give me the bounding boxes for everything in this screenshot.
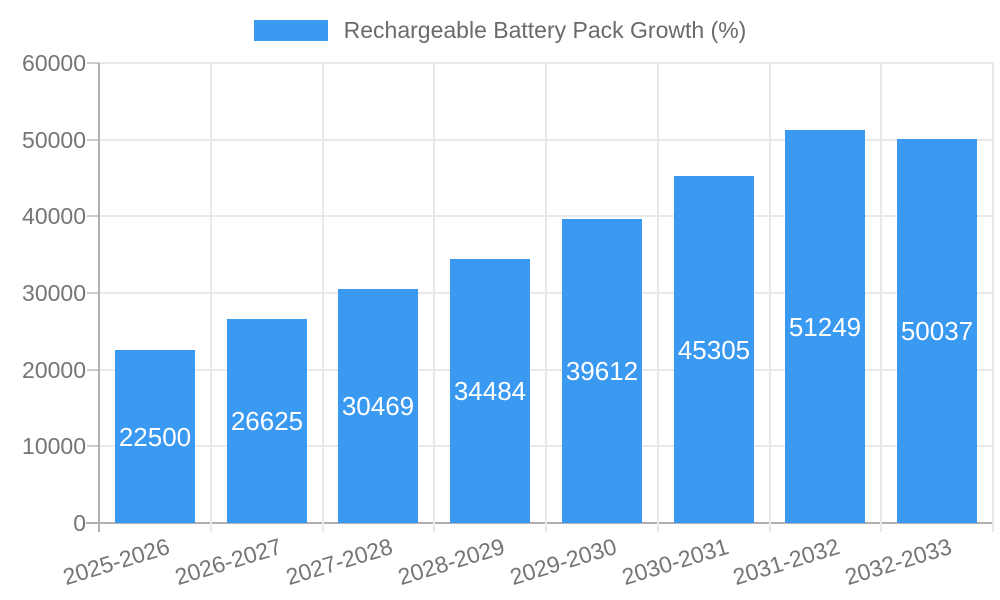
bar-value-label: 34484	[453, 376, 527, 406]
bar-2028-2029[interactable]	[450, 259, 530, 523]
y-tick	[87, 369, 99, 371]
category-gridline	[880, 63, 882, 532]
y-axis-label: 0	[73, 510, 86, 536]
y-axis-line	[98, 63, 100, 532]
category-gridline	[545, 63, 547, 532]
x-axis-line	[86, 522, 993, 524]
y-axis-label: 40000	[22, 203, 86, 229]
y-tick	[87, 215, 99, 217]
y-tick	[87, 139, 99, 141]
category-gridline	[992, 63, 994, 532]
bar-value-label: 51249	[788, 312, 862, 342]
legend-label: Rechargeable Battery Pack Growth (%)	[343, 16, 747, 43]
bar-2029-2030[interactable]	[562, 219, 642, 523]
bar-value-label: 50037	[900, 316, 974, 346]
y-axis-label: 60000	[22, 50, 86, 76]
y-axis-label: 10000	[22, 433, 86, 459]
bar-value-label: 22500	[118, 422, 192, 452]
bar-2027-2028[interactable]	[338, 289, 418, 523]
y-axis-label: 50000	[22, 127, 86, 153]
category-gridline	[433, 63, 435, 532]
category-gridline	[657, 63, 659, 532]
category-gridline	[210, 63, 212, 532]
y-tick	[87, 292, 99, 294]
bar-2031-2032[interactable]	[785, 130, 865, 523]
category-gridline	[322, 63, 324, 532]
legend: Rechargeable Battery Pack Growth (%)	[0, 13, 1000, 47]
bar-2026-2027[interactable]	[227, 319, 307, 523]
bar-value-label: 45305	[677, 335, 751, 365]
y-tick	[87, 62, 99, 64]
y-axis-label: 30000	[22, 280, 86, 306]
legend-swatch	[253, 19, 328, 41]
y-tick	[87, 445, 99, 447]
bar-value-label: 39612	[565, 356, 639, 386]
bar-2025-2026[interactable]	[115, 350, 195, 523]
category-gridline	[769, 63, 771, 532]
bar-2030-2031[interactable]	[674, 176, 754, 523]
bar-value-label: 30469	[341, 391, 415, 421]
bar-2032-2033[interactable]	[897, 139, 977, 523]
bar-value-label: 26625	[230, 406, 304, 436]
y-axis-label: 20000	[22, 357, 86, 383]
